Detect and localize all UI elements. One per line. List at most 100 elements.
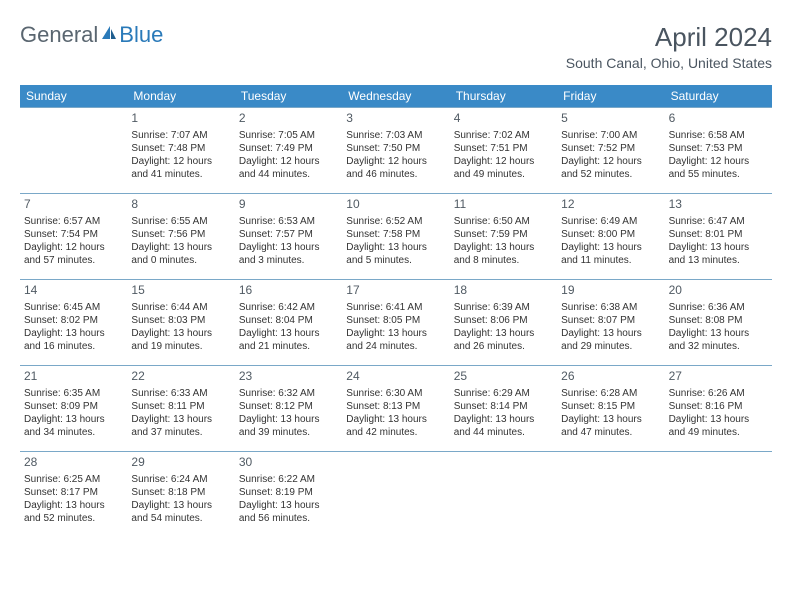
sunrise-line: Sunrise: 6:42 AM — [239, 301, 338, 314]
daylight-line: Daylight: 13 hours and 16 minutes. — [24, 327, 123, 353]
daylight-line: Daylight: 13 hours and 11 minutes. — [561, 241, 660, 267]
sunrise-line: Sunrise: 6:47 AM — [669, 215, 768, 228]
day-number: 18 — [454, 283, 553, 299]
sunset-line: Sunset: 7:50 PM — [346, 142, 445, 155]
day-cell: 16Sunrise: 6:42 AMSunset: 8:04 PMDayligh… — [235, 279, 342, 365]
daylight-line: Daylight: 13 hours and 8 minutes. — [454, 241, 553, 267]
daylight-line: Daylight: 13 hours and 44 minutes. — [454, 413, 553, 439]
sunrise-line: Sunrise: 6:44 AM — [131, 301, 230, 314]
day-cell: 12Sunrise: 6:49 AMSunset: 8:00 PMDayligh… — [557, 193, 664, 279]
sunset-line: Sunset: 8:18 PM — [131, 486, 230, 499]
sunset-line: Sunset: 8:00 PM — [561, 228, 660, 241]
daylight-line: Daylight: 13 hours and 26 minutes. — [454, 327, 553, 353]
day-cell: 13Sunrise: 6:47 AMSunset: 8:01 PMDayligh… — [665, 193, 772, 279]
day-number: 30 — [239, 455, 338, 471]
day-cell: 11Sunrise: 6:50 AMSunset: 7:59 PMDayligh… — [450, 193, 557, 279]
daylight-line: Daylight: 13 hours and 42 minutes. — [346, 413, 445, 439]
daylight-line: Daylight: 13 hours and 39 minutes. — [239, 413, 338, 439]
day-cell: 3 Sunrise: 7:03 AMSunset: 7:50 PMDaylight… — [342, 107, 449, 193]
daylight-line: Daylight: 13 hours and 24 minutes. — [346, 327, 445, 353]
day-number: 10 — [346, 197, 445, 213]
day-number: 3 — [346, 111, 445, 127]
sunset-line: Sunset: 8:16 PM — [669, 400, 768, 413]
sunrise-line: Sunrise: 6:36 AM — [669, 301, 768, 314]
day-number: 22 — [131, 369, 230, 385]
logo: General Blue — [20, 22, 163, 48]
daylight-line: Daylight: 13 hours and 47 minutes. — [561, 413, 660, 439]
day-number: 28 — [24, 455, 123, 471]
sunset-line: Sunset: 8:06 PM — [454, 314, 553, 327]
sunset-line: Sunset: 7:54 PM — [24, 228, 123, 241]
day-number: 8 — [131, 197, 230, 213]
sunset-line: Sunset: 8:01 PM — [669, 228, 768, 241]
day-number: 11 — [454, 197, 553, 213]
daylight-line: Daylight: 13 hours and 54 minutes. — [131, 499, 230, 525]
sunset-line: Sunset: 7:51 PM — [454, 142, 553, 155]
sunrise-line: Sunrise: 6:50 AM — [454, 215, 553, 228]
daylight-line: Daylight: 12 hours and 49 minutes. — [454, 155, 553, 181]
daylight-line: Daylight: 13 hours and 56 minutes. — [239, 499, 338, 525]
calendar-page: General Blue April 2024 South Canal, Ohi… — [0, 0, 792, 547]
sunrise-line: Sunrise: 6:26 AM — [669, 387, 768, 400]
day-cell: 28Sunrise: 6:25 AMSunset: 8:17 PMDayligh… — [20, 451, 127, 537]
sunset-line: Sunset: 7:53 PM — [669, 142, 768, 155]
day-cell: 30Sunrise: 6:22 AMSunset: 8:19 PMDayligh… — [235, 451, 342, 537]
sunrise-line: Sunrise: 7:03 AM — [346, 129, 445, 142]
day-number: 23 — [239, 369, 338, 385]
day-cell: 8Sunrise: 6:55 AMSunset: 7:56 PMDaylight… — [127, 193, 234, 279]
sunrise-line: Sunrise: 6:28 AM — [561, 387, 660, 400]
sunrise-line: Sunrise: 6:58 AM — [669, 129, 768, 142]
day-number: 1 — [131, 111, 230, 127]
day-cell: 2 Sunrise: 7:05 AMSunset: 7:49 PMDaylight… — [235, 107, 342, 193]
calendar-grid: SundayMondayTuesdayWednesdayThursdayFrid… — [20, 85, 772, 537]
sunrise-line: Sunrise: 6:35 AM — [24, 387, 123, 400]
sunrise-line: Sunrise: 6:39 AM — [454, 301, 553, 314]
day-cell: 7Sunrise: 6:57 AMSunset: 7:54 PMDaylight… — [20, 193, 127, 279]
daylight-line: Daylight: 12 hours and 55 minutes. — [669, 155, 768, 181]
weekday-header: Tuesday — [235, 85, 342, 107]
empty-cell — [342, 451, 449, 537]
day-number: 9 — [239, 197, 338, 213]
day-number: 7 — [24, 197, 123, 213]
logo-text-2: Blue — [119, 22, 163, 48]
daylight-line: Daylight: 12 hours and 44 minutes. — [239, 155, 338, 181]
daylight-line: Daylight: 13 hours and 52 minutes. — [24, 499, 123, 525]
empty-cell — [557, 451, 664, 537]
day-number: 26 — [561, 369, 660, 385]
daylight-line: Daylight: 12 hours and 41 minutes. — [131, 155, 230, 181]
day-cell: 15Sunrise: 6:44 AMSunset: 8:03 PMDayligh… — [127, 279, 234, 365]
day-cell: 22Sunrise: 6:33 AMSunset: 8:11 PMDayligh… — [127, 365, 234, 451]
daylight-line: Daylight: 13 hours and 3 minutes. — [239, 241, 338, 267]
weekday-header: Wednesday — [342, 85, 449, 107]
sunset-line: Sunset: 8:15 PM — [561, 400, 660, 413]
sunrise-line: Sunrise: 6:25 AM — [24, 473, 123, 486]
sunset-line: Sunset: 7:49 PM — [239, 142, 338, 155]
day-number: 16 — [239, 283, 338, 299]
day-number: 2 — [239, 111, 338, 127]
sunset-line: Sunset: 7:48 PM — [131, 142, 230, 155]
day-cell: 1 Sunrise: 7:07 AMSunset: 7:48 PMDaylight… — [127, 107, 234, 193]
weekday-header: Saturday — [665, 85, 772, 107]
sunset-line: Sunset: 7:58 PM — [346, 228, 445, 241]
sunrise-line: Sunrise: 6:53 AM — [239, 215, 338, 228]
sunrise-line: Sunrise: 6:30 AM — [346, 387, 445, 400]
day-number: 15 — [131, 283, 230, 299]
daylight-line: Daylight: 13 hours and 19 minutes. — [131, 327, 230, 353]
day-number: 14 — [24, 283, 123, 299]
sunrise-line: Sunrise: 6:22 AM — [239, 473, 338, 486]
day-number: 25 — [454, 369, 553, 385]
sunset-line: Sunset: 8:05 PM — [346, 314, 445, 327]
day-number: 17 — [346, 283, 445, 299]
day-cell: 18 Sunrise: 6:39 AMSunset: 8:06 PMDayligh… — [450, 279, 557, 365]
weekday-header: Thursday — [450, 85, 557, 107]
day-cell: 25Sunrise: 6:29 AMSunset: 8:14 PMDayligh… — [450, 365, 557, 451]
daylight-line: Daylight: 13 hours and 32 minutes. — [669, 327, 768, 353]
daylight-line: Daylight: 12 hours and 46 minutes. — [346, 155, 445, 181]
sunrise-line: Sunrise: 7:05 AM — [239, 129, 338, 142]
sunrise-line: Sunrise: 7:07 AM — [131, 129, 230, 142]
day-cell: 21Sunrise: 6:35 AMSunset: 8:09 PMDayligh… — [20, 365, 127, 451]
day-number: 4 — [454, 111, 553, 127]
day-cell: 17Sunrise: 6:41 AMSunset: 8:05 PMDayligh… — [342, 279, 449, 365]
day-cell: 20Sunrise: 6:36 AMSunset: 8:08 PMDayligh… — [665, 279, 772, 365]
day-number: 24 — [346, 369, 445, 385]
